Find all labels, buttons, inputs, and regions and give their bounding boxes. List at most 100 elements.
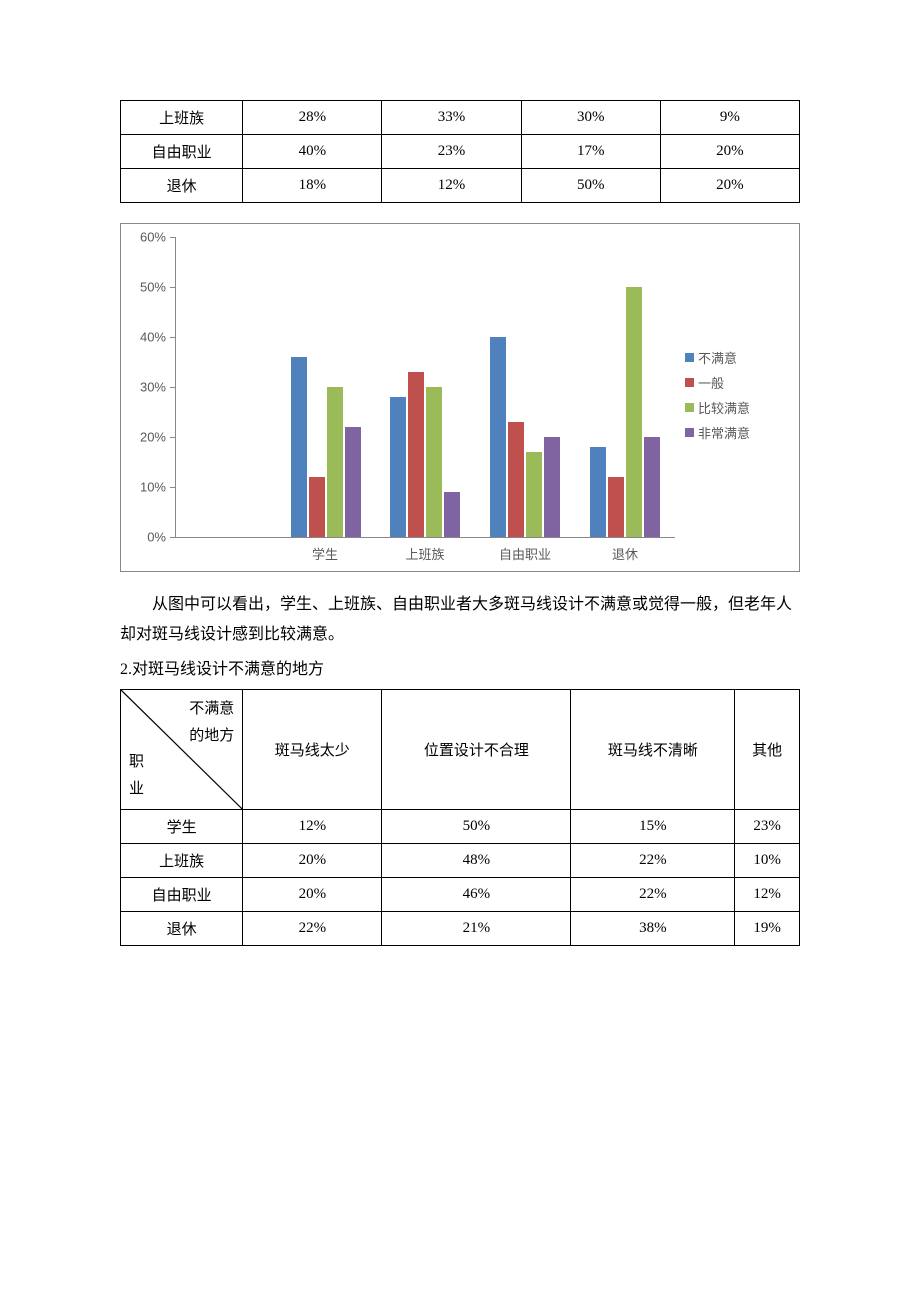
table-cell: 12% [735, 878, 800, 912]
row-label: 自由职业 [121, 135, 243, 169]
bar-group [276, 238, 376, 537]
legend-item: 不满意 [685, 348, 785, 367]
bar [327, 387, 343, 537]
table-cell: 21% [382, 912, 571, 946]
legend-swatch [685, 378, 694, 387]
row-label: 退休 [121, 912, 243, 946]
y-tick-label: 30% [140, 380, 166, 395]
bar [626, 287, 642, 537]
legend-item: 比较满意 [685, 398, 785, 417]
row-label: 学生 [121, 810, 243, 844]
bar-group [176, 238, 276, 537]
diag-bot-label: 业 [129, 781, 144, 797]
satisfaction-bar-chart: 0% 10% 20% 30% 40% 50% 60% 学生上班族自由职业退休 不满意一般比较… [120, 223, 800, 572]
bar [291, 357, 307, 537]
table-cell: 17% [521, 135, 660, 169]
row-label: 退休 [121, 169, 243, 203]
table-cell: 38% [571, 912, 735, 946]
legend-label: 非常满意 [698, 423, 750, 442]
table-cell: 22% [571, 878, 735, 912]
legend-swatch [685, 403, 694, 412]
table-cell: 48% [382, 844, 571, 878]
table-cell: 33% [382, 101, 521, 135]
table-satisfaction-partial: 上班族28%33%30%9%自由职业40%23%17%20%退休18%12%50… [120, 100, 800, 203]
table-cell: 18% [243, 169, 382, 203]
diag-top-label: 的地方 [189, 728, 234, 744]
table-cell: 28% [243, 101, 382, 135]
bar [408, 372, 424, 537]
table-cell: 20% [660, 135, 799, 169]
column-header: 位置设计不合理 [382, 690, 571, 810]
table-cell: 12% [382, 169, 521, 203]
analysis-paragraph: 从图中可以看出，学生、上班族、自由职业者大多斑马线设计不满意或觉得一般，但老年人… [120, 590, 800, 651]
table-row: 上班族20%48%22%10% [121, 844, 800, 878]
table-cell: 46% [382, 878, 571, 912]
table-cell: 20% [243, 878, 382, 912]
bar-group [475, 238, 575, 537]
table-row: 退休18%12%50%20% [121, 169, 800, 203]
table-cell: 20% [243, 844, 382, 878]
table-cell: 50% [382, 810, 571, 844]
diag-bot-label: 职 [129, 754, 144, 770]
y-tick-label: 0% [147, 530, 166, 545]
table-row: 上班族28%33%30%9% [121, 101, 800, 135]
table-cell: 20% [660, 169, 799, 203]
bar [608, 477, 624, 537]
bar-group [575, 238, 675, 537]
bar [526, 452, 542, 537]
table-cell: 50% [521, 169, 660, 203]
table-cell: 19% [735, 912, 800, 946]
row-label: 上班族 [121, 844, 243, 878]
section-heading-2: 2.对斑马线设计不满意的地方 [120, 655, 800, 685]
x-tick-label: 自由职业 [475, 538, 575, 563]
column-header: 斑马线太少 [243, 690, 382, 810]
table-row: 自由职业40%23%17%20% [121, 135, 800, 169]
table-dissatisfaction-reasons: 不满意的地方职业斑马线太少位置设计不合理斑马线不清晰其他学生12%50%15%2… [120, 689, 800, 946]
table-cell: 22% [243, 912, 382, 946]
bar [544, 437, 560, 537]
y-tick-label: 20% [140, 430, 166, 445]
bar [644, 437, 660, 537]
bar [345, 427, 361, 537]
table-cell: 40% [243, 135, 382, 169]
bar [390, 397, 406, 537]
table-cell: 23% [382, 135, 521, 169]
x-tick-label: 上班族 [375, 538, 475, 563]
x-tick-label: 退休 [575, 538, 675, 563]
legend-item: 一般 [685, 373, 785, 392]
table-cell: 30% [521, 101, 660, 135]
bar [426, 387, 442, 537]
x-tick-label: 学生 [275, 538, 375, 563]
table-row: 自由职业20%46%22%12% [121, 878, 800, 912]
x-tick-label [175, 538, 275, 563]
legend-label: 不满意 [698, 348, 737, 367]
column-header: 斑马线不清晰 [571, 690, 735, 810]
y-tick-label: 40% [140, 330, 166, 345]
bar [309, 477, 325, 537]
row-label: 上班族 [121, 101, 243, 135]
bar [590, 447, 606, 537]
table-cell: 12% [243, 810, 382, 844]
column-header: 其他 [735, 690, 800, 810]
chart-legend: 不满意一般比较满意非常满意 [675, 238, 785, 563]
bar [508, 422, 524, 537]
diagonal-header-cell: 不满意的地方职业 [121, 690, 243, 810]
table-cell: 10% [735, 844, 800, 878]
y-tick-label: 10% [140, 480, 166, 495]
bar-group [376, 238, 476, 537]
legend-label: 一般 [698, 373, 724, 392]
bar [490, 337, 506, 537]
table-row: 学生12%50%15%23% [121, 810, 800, 844]
diag-top-label: 不满意 [189, 701, 234, 717]
table-header-row: 不满意的地方职业斑马线太少位置设计不合理斑马线不清晰其他 [121, 690, 800, 810]
y-tick-label: 50% [140, 280, 166, 295]
legend-swatch [685, 428, 694, 437]
y-tick-label: 60% [140, 230, 166, 245]
table-cell: 22% [571, 844, 735, 878]
row-label: 自由职业 [121, 878, 243, 912]
table-cell: 15% [571, 810, 735, 844]
legend-label: 比较满意 [698, 398, 750, 417]
bar [444, 492, 460, 537]
table-row: 退休22%21%38%19% [121, 912, 800, 946]
legend-item: 非常满意 [685, 423, 785, 442]
